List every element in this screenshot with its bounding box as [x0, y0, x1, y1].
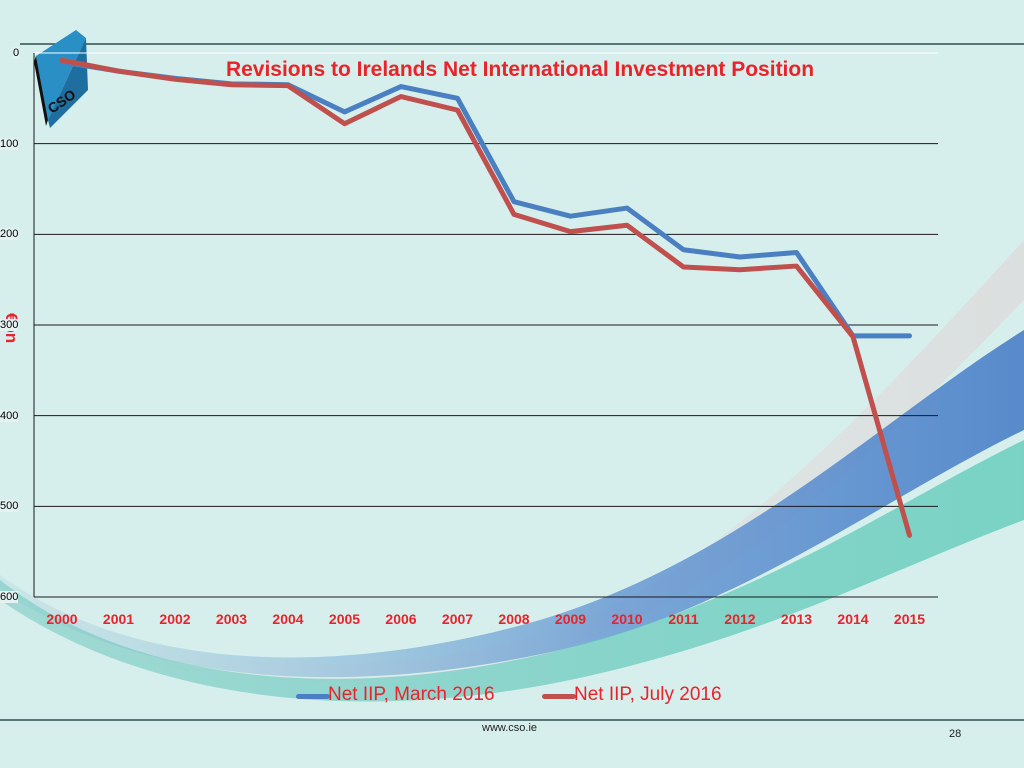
line-chart [33, 52, 938, 598]
page-number: 28 [949, 728, 962, 740]
decorative-swoosh [0, 240, 1024, 702]
x-tick-label: 2002 [159, 611, 191, 627]
x-tick-label: 2003 [215, 611, 248, 627]
x-tick-label: 2014 [837, 611, 869, 627]
legend-label-march: Net IIP, March 2016 [328, 684, 495, 705]
x-tick-label: 2007 [441, 611, 474, 627]
x-tick-label: 2006 [385, 611, 417, 627]
x-tick-label: 2010 [611, 611, 643, 627]
x-tick-label: 2011 [668, 611, 699, 627]
x-tick-label: 2013 [780, 611, 813, 627]
legend-swatch-march [296, 694, 330, 699]
x-tick-label: 2009 [554, 611, 587, 627]
y-tick-label: 300 [0, 319, 19, 331]
x-tick-label: 2004 [272, 611, 304, 627]
x-tick-label: 2001 [102, 611, 135, 627]
y-tick-label: 0 [13, 47, 20, 59]
legend-swatch-july [542, 694, 576, 699]
x-tick-label: 2012 [724, 611, 756, 627]
x-tick-label: 2015 [893, 611, 926, 627]
series-line-march-2016 [59, 59, 912, 339]
series-line-july-2016 [59, 57, 912, 538]
legend-label-july: Net IIP, July 2016 [574, 684, 722, 705]
y-tick-label: 200 [0, 228, 19, 241]
y-tick-label: 100 [0, 137, 19, 150]
y-tick-label: 500 [0, 500, 19, 513]
footer-url[interactable]: www.cso.ie [482, 722, 538, 734]
x-tick-label: 2000 [46, 611, 78, 627]
y-tick-label: 400 [0, 409, 19, 422]
x-tick-label: 2008 [498, 611, 530, 627]
y-tick-label: 600 [0, 591, 19, 603]
x-tick-label: 2005 [328, 611, 361, 627]
chart-title: Revisions to Irelands Net International … [225, 58, 815, 81]
